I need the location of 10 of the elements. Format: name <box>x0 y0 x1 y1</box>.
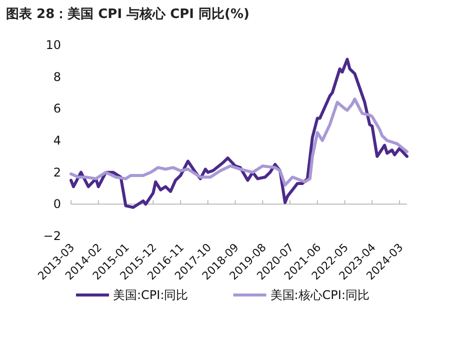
y-tick-label: 6 <box>53 102 61 116</box>
y-tick-label: 8 <box>53 70 61 84</box>
y-tick-label: −2 <box>43 229 61 243</box>
y-tick-label: 4 <box>53 134 61 148</box>
y-tick-label: 0 <box>53 197 61 212</box>
y-tick-label: 10 <box>46 38 61 52</box>
legend-label: 美国:CPI:同比 <box>113 288 188 302</box>
y-tick-label: 2 <box>53 165 61 180</box>
chart-title: 图表 28：美国 CPI 与核心 CPI 同比(%) <box>6 6 250 22</box>
legend-label: 美国:核心CPI:同比 <box>270 288 370 302</box>
